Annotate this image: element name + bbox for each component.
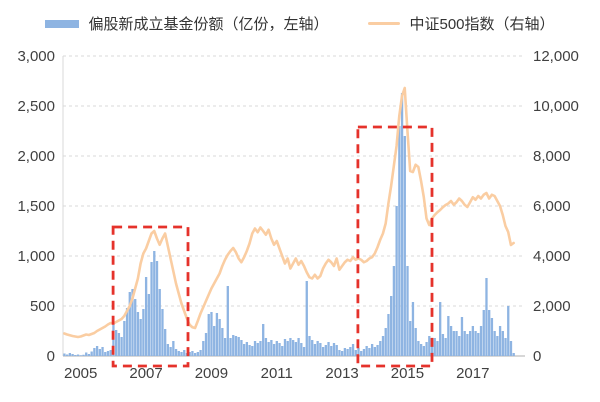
svg-text:2017: 2017 [456,365,489,382]
svg-text:12,000: 12,000 [533,48,579,65]
svg-text:2013: 2013 [325,365,358,382]
svg-text:2,000: 2,000 [533,298,571,315]
svg-text:4,000: 4,000 [533,248,571,265]
svg-text:0: 0 [533,348,541,365]
svg-text:1,000: 1,000 [17,248,55,265]
legend-item-csi500: 中证500指数（右轴） [368,13,555,34]
chart-legend: 偏股新成立基金份额（亿份，左轴） 中证500指数（右轴） [0,13,600,34]
svg-text:3,000: 3,000 [17,48,55,65]
svg-text:500: 500 [30,298,55,315]
line-series-swatch-icon [368,22,401,25]
svg-text:2005: 2005 [64,365,97,382]
svg-text:2015: 2015 [391,365,424,382]
svg-text:1,500: 1,500 [17,198,55,215]
svg-text:6,000: 6,000 [533,198,571,215]
svg-text:2011: 2011 [261,365,293,382]
bar-series-label: 偏股新成立基金份额（亿份，左轴） [88,16,329,33]
svg-text:2,000: 2,000 [17,148,55,165]
svg-text:8,000: 8,000 [533,148,571,165]
svg-text:0: 0 [47,348,55,365]
bar-series-swatch-icon [45,19,80,28]
legend-item-fund-shares: 偏股新成立基金份额（亿份，左轴） [45,13,328,34]
line-series-label: 中证500指数（右轴） [409,16,555,33]
svg-text:2,500: 2,500 [17,98,55,115]
svg-text:10,000: 10,000 [533,98,579,115]
svg-text:2007: 2007 [129,365,162,382]
svg-text:2009: 2009 [195,365,228,382]
